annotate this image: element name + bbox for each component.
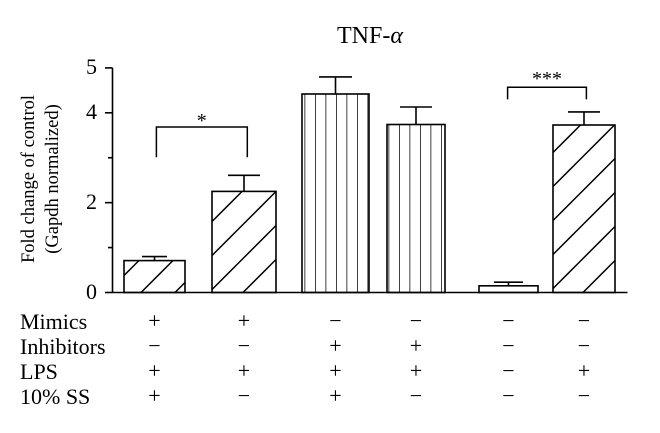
svg-text:+: + [238, 308, 250, 333]
svg-text:2: 2 [86, 189, 97, 214]
svg-text:10% SS: 10% SS [20, 384, 90, 409]
svg-text:*: * [197, 110, 207, 132]
svg-text:+: + [238, 358, 250, 383]
svg-text:Fold change of control: Fold change of control [19, 95, 39, 263]
svg-text:LPS: LPS [20, 359, 58, 384]
svg-text:+: + [329, 383, 341, 408]
svg-text:+: + [329, 333, 341, 358]
svg-text:+: + [410, 358, 422, 383]
svg-text:+: + [410, 333, 422, 358]
svg-text:−: − [238, 333, 250, 358]
svg-text:***: *** [532, 68, 562, 90]
svg-text:−: − [502, 308, 514, 333]
svg-text:−: − [578, 333, 590, 358]
svg-text:+: + [148, 383, 160, 408]
svg-text:Mimics: Mimics [20, 309, 87, 334]
svg-text:−: − [238, 383, 250, 408]
svg-text:0: 0 [86, 279, 97, 304]
svg-text:−: − [502, 333, 514, 358]
svg-text:−: − [502, 358, 514, 383]
svg-text:+: + [578, 358, 590, 383]
svg-text:−: − [410, 383, 422, 408]
svg-text:−: − [502, 383, 514, 408]
svg-text:Inhibitors: Inhibitors [20, 334, 106, 359]
svg-text:5: 5 [86, 54, 97, 79]
svg-text:+: + [148, 358, 160, 383]
svg-text:TNF-α: TNF-α [337, 23, 403, 49]
svg-text:−: − [148, 333, 160, 358]
svg-text:4: 4 [86, 99, 97, 124]
svg-text:−: − [329, 308, 341, 333]
svg-text:−: − [410, 308, 422, 333]
svg-text:+: + [329, 358, 341, 383]
svg-text:−: − [578, 308, 590, 333]
svg-text:+: + [148, 308, 160, 333]
svg-text:−: − [578, 383, 590, 408]
svg-text:(Gapdh normalized): (Gapdh normalized) [43, 104, 63, 253]
